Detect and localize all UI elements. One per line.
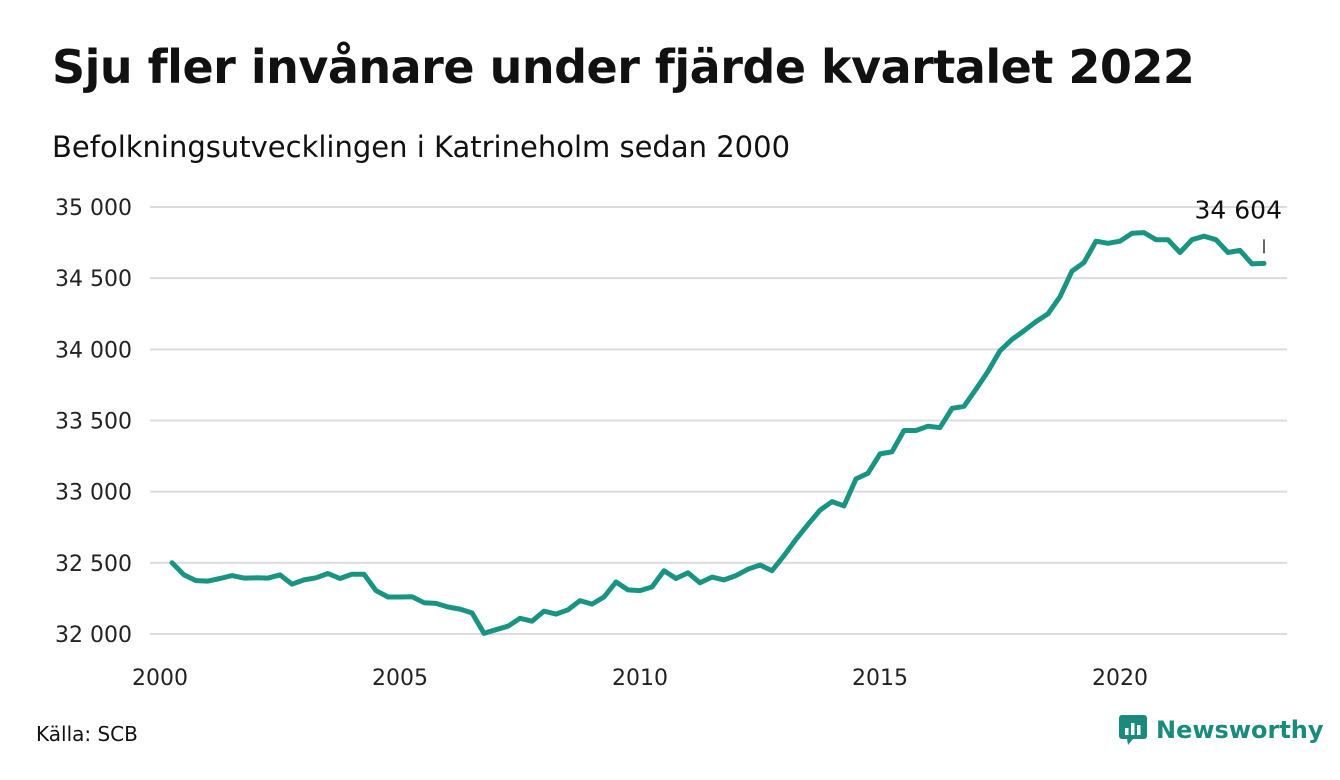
y-tick-label: 34 000 [55,338,132,363]
chart-title: Sju fler invånare under fjärde kvartalet… [52,40,1195,94]
end-value-annotation: 34 604 [1195,195,1282,254]
y-tick-label: 32 000 [55,623,132,648]
y-tick-label: 33 000 [55,481,132,506]
y-axis-tick-labels: 32 000 32 500 33 000 33 500 34 000 34 500 35 0… [55,196,132,648]
x-tick-label: 2005 [372,666,428,691]
x-tick-label: 2010 [612,666,668,691]
newsworthy-logo-icon [1119,715,1147,745]
x-tick-label: 2020 [1092,666,1148,691]
y-tick-label: 32 500 [55,552,132,577]
source-note: Källa: SCB [36,722,138,746]
population-series [169,230,1267,636]
end-value-label: 34 604 [1195,195,1282,224]
y-tick-label: 35 000 [55,196,132,221]
x-tick-label: 2015 [852,666,908,691]
chart-subtitle: Befolkningsutvecklingen i Katrineholm se… [52,130,791,164]
y-tick-label: 34 500 [55,267,132,292]
newsworthy-logo: Newsworthy [1118,714,1324,746]
grid-lines [150,206,1287,635]
newsworthy-brand-name: Newsworthy [1156,716,1324,744]
x-tick-label: 2000 [132,666,188,691]
y-tick-label: 33 500 [55,410,132,435]
series-line [169,230,1267,636]
x-axis-tick-labels: 2000 2005 2010 2015 2020 [132,666,1148,691]
